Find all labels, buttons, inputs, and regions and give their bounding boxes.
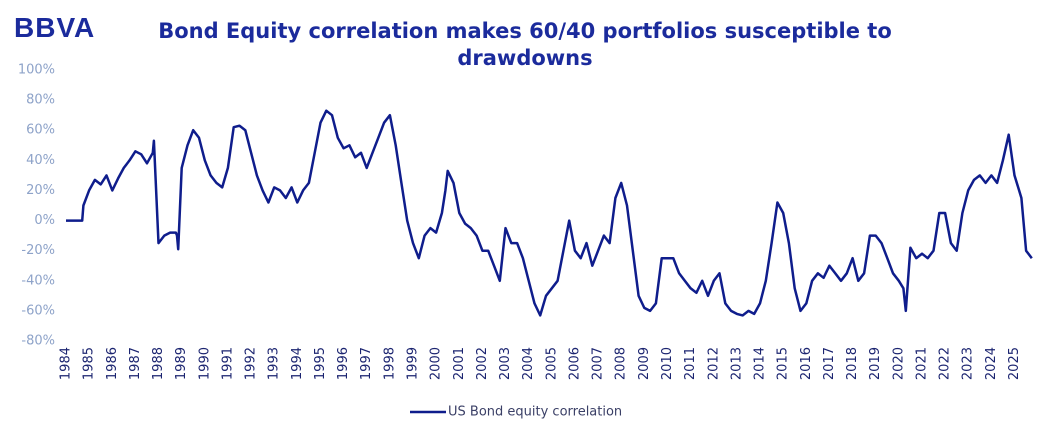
x-tick-label: 2008: [614, 347, 629, 380]
x-tick-label: 1990: [197, 347, 212, 380]
y-tick-label: 60%: [26, 123, 55, 138]
chart-title: Bond Equity correlation makes 60/40 port…: [158, 19, 892, 70]
x-tick-label: 2012: [706, 347, 721, 380]
x-tick-label: 1997: [359, 347, 374, 380]
x-tick-label: 2021: [914, 347, 929, 380]
y-tick-label: 0%: [34, 213, 55, 228]
x-tick-label: 2025: [1007, 347, 1022, 380]
x-tick-label: 1986: [105, 347, 120, 380]
x-tick-label: 2003: [498, 347, 513, 380]
y-tick-label: 40%: [26, 153, 55, 168]
x-tick-label: 1992: [244, 347, 259, 380]
x-tick-label: 2013: [729, 347, 744, 380]
x-tick-label: 2019: [868, 347, 883, 380]
y-tick-label: 100%: [18, 63, 55, 78]
data-line: [66, 109, 1033, 317]
x-tick-label: 1985: [82, 347, 97, 380]
x-tick-label: 1998: [382, 347, 397, 380]
y-tick-label: -20%: [21, 243, 55, 258]
x-tick-label: 2020: [891, 347, 906, 380]
x-tick-label: 1984: [59, 347, 74, 380]
y-tick-label: -80%: [21, 334, 55, 349]
y-tick-label: -60%: [21, 303, 55, 318]
x-tick-label: 2009: [637, 347, 652, 380]
x-tick-label: 2002: [475, 347, 490, 380]
x-tick-label: 2000: [429, 347, 444, 380]
x-tick-label: 2010: [660, 347, 675, 380]
x-tick-label: 1995: [313, 347, 328, 380]
x-tick-label: 2016: [799, 347, 814, 380]
x-tick-label: 2011: [683, 347, 698, 380]
x-tick-label: 2014: [753, 347, 768, 380]
x-tick-label: 2018: [845, 347, 860, 380]
x-tick-label: 2024: [984, 347, 999, 380]
x-tick-label: 1994: [290, 347, 305, 380]
x-tick-label: 1991: [220, 347, 235, 380]
x-tick-label: 1989: [174, 347, 189, 380]
x-tick-label: 2007: [591, 347, 606, 380]
x-tick-label: 1993: [267, 347, 282, 380]
x-tick-label: 2006: [567, 347, 582, 380]
y-tick-label: 20%: [26, 183, 55, 198]
x-tick-label: 2004: [521, 347, 536, 380]
x-tick-label: 2005: [544, 347, 559, 380]
x-tick-label: 1996: [336, 347, 351, 380]
x-tick-label: 2017: [822, 347, 837, 380]
x-tick-label: 1999: [406, 347, 421, 380]
y-tick-label: 80%: [26, 93, 55, 108]
logo: BBVA: [14, 12, 96, 43]
x-tick-label: 2022: [938, 347, 953, 380]
x-tick-label: 2015: [776, 347, 791, 380]
x-tick-label: 2001: [452, 347, 467, 380]
x-tick-label: 2023: [961, 347, 976, 380]
legend-label: US Bond equity correlation: [448, 405, 622, 420]
x-tick-label: 1987: [128, 347, 143, 380]
y-tick-label: -40%: [21, 273, 55, 288]
x-tick-label: 1988: [151, 347, 166, 380]
